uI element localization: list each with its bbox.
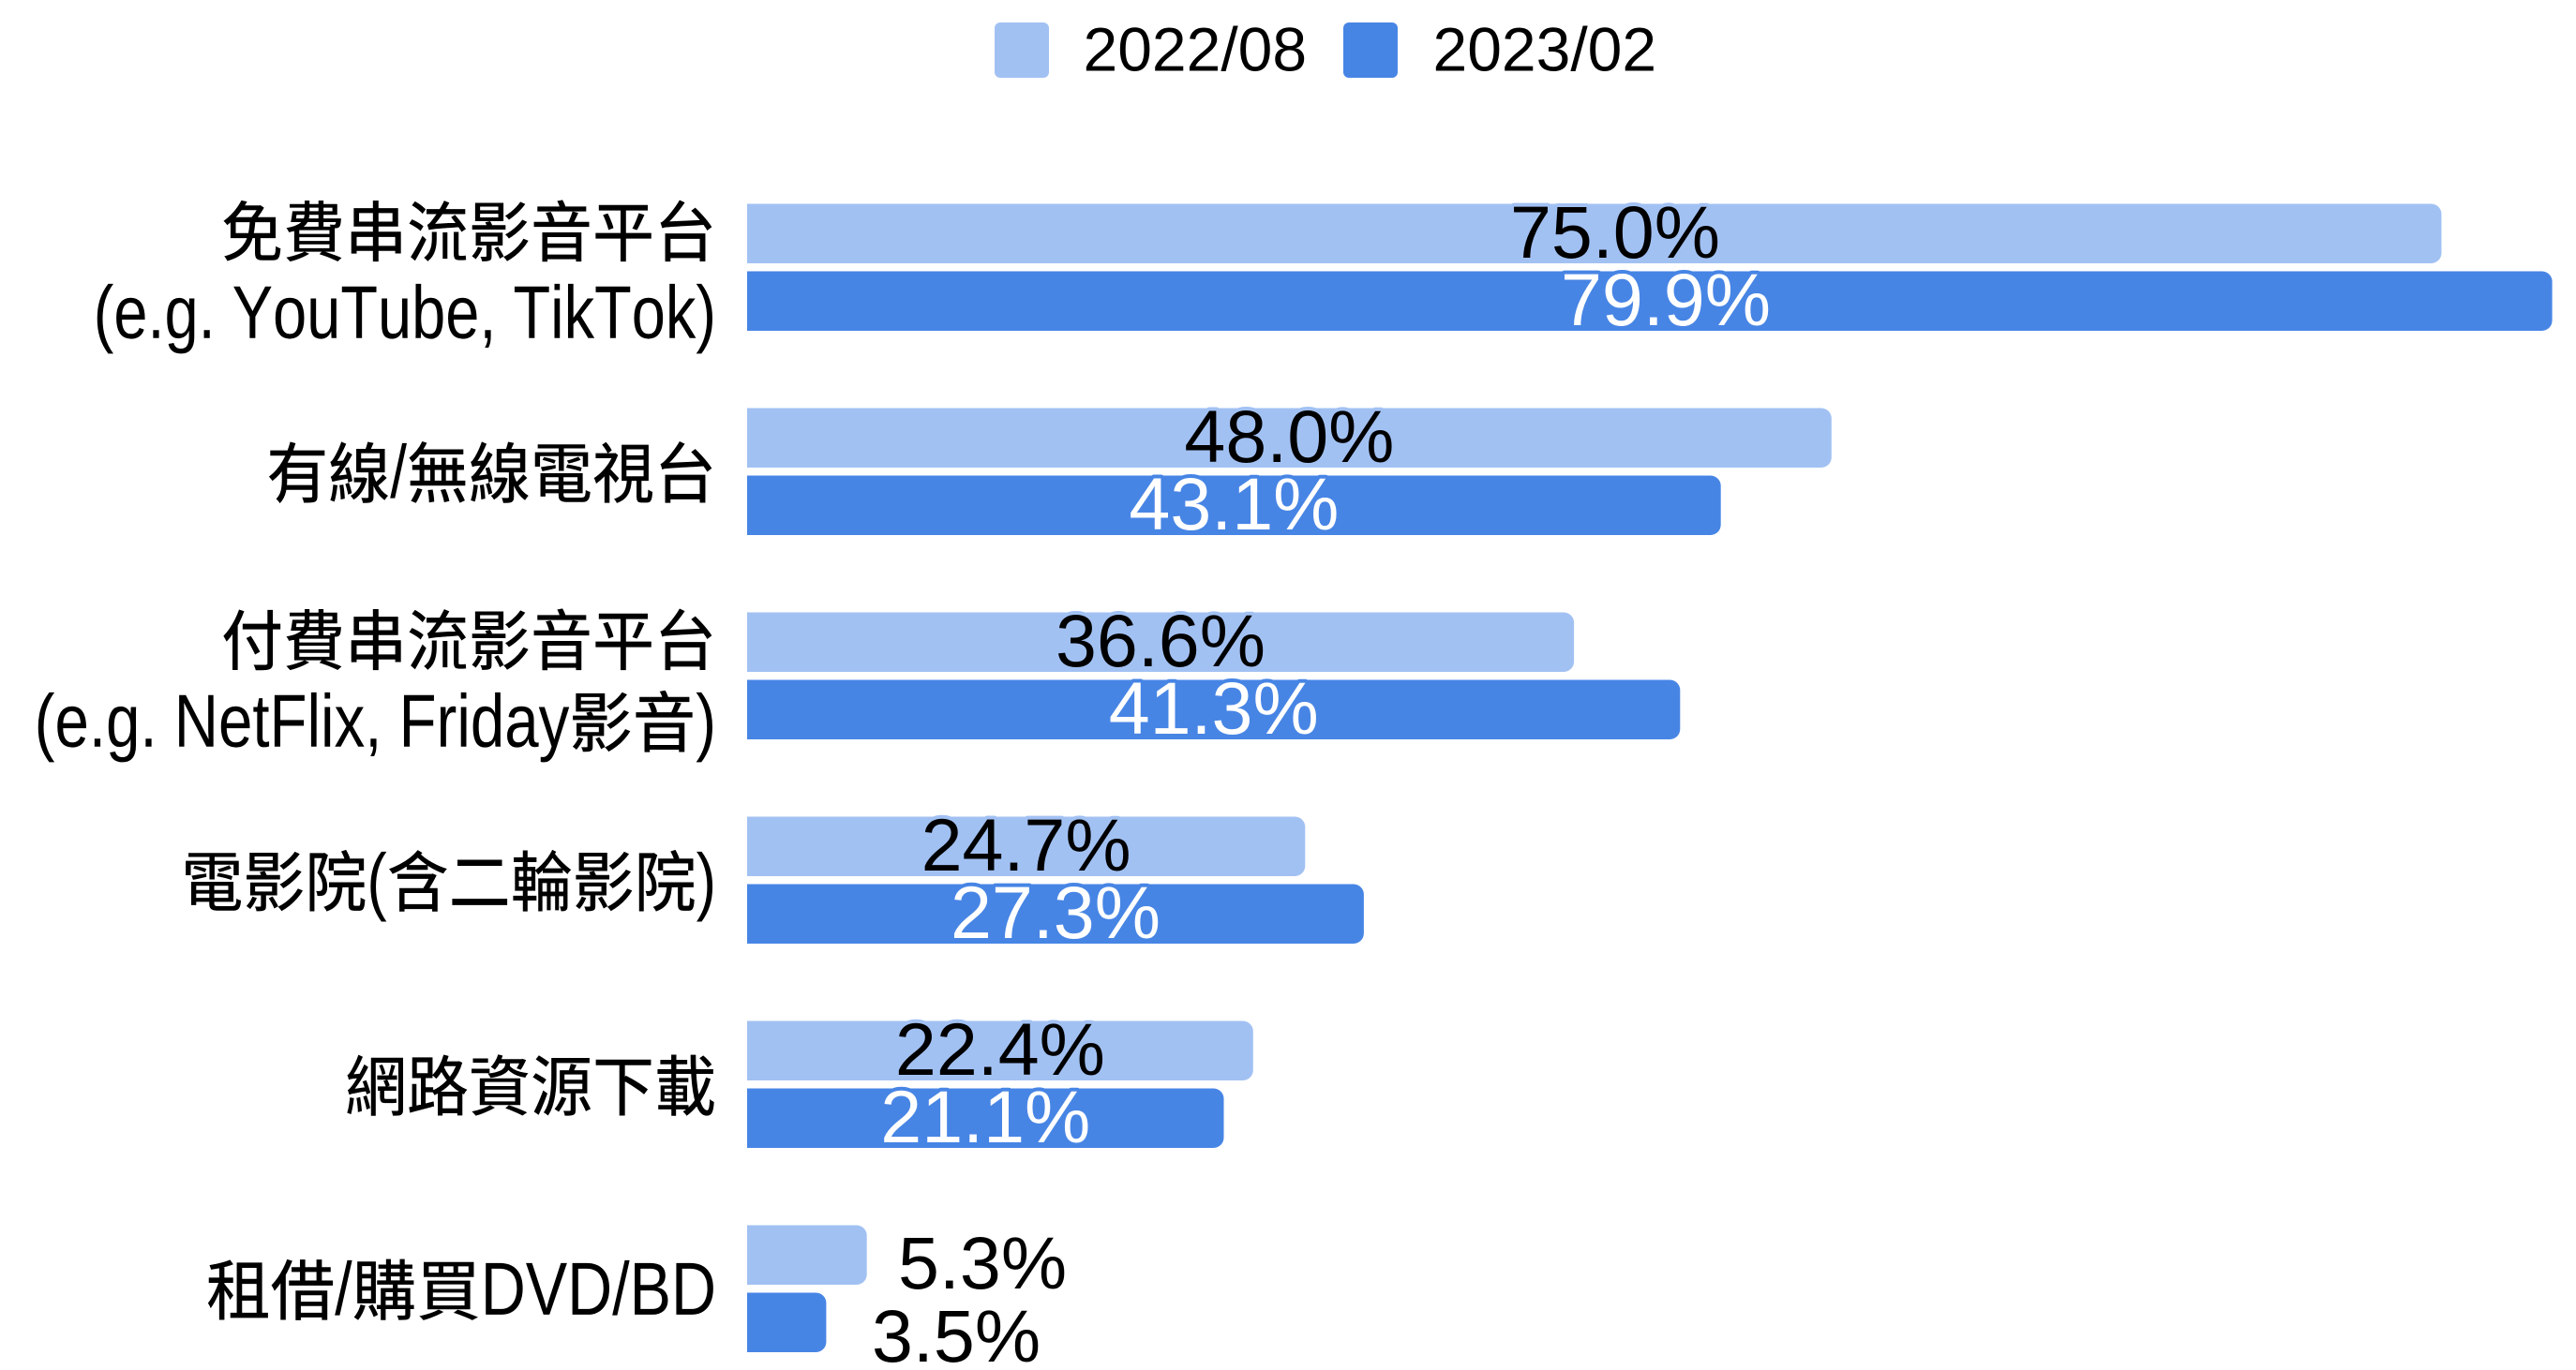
svg-text:2023/02: 2023/02 — [1433, 15, 1657, 84]
svg-text:5.3%: 5.3% — [898, 1221, 1067, 1304]
svg-text:48.0%: 48.0% — [1184, 395, 1394, 478]
svg-text:75.0%: 75.0% — [1510, 190, 1720, 274]
svg-text:43.1%: 43.1% — [1129, 462, 1339, 545]
svg-text:41.3%: 41.3% — [1109, 666, 1319, 750]
svg-text:2022/08: 2022/08 — [1084, 15, 1308, 84]
svg-text:36.6%: 36.6% — [1056, 599, 1266, 682]
svg-text:79.9%: 79.9% — [1561, 258, 1771, 341]
svg-text:27.3%: 27.3% — [951, 871, 1161, 954]
svg-text:24.7%: 24.7% — [921, 803, 1131, 886]
svg-text:21.1%: 21.1% — [880, 1075, 1090, 1158]
svg-text:22.4%: 22.4% — [895, 1007, 1105, 1091]
svg-text:3.5%: 3.5% — [872, 1294, 1041, 1370]
